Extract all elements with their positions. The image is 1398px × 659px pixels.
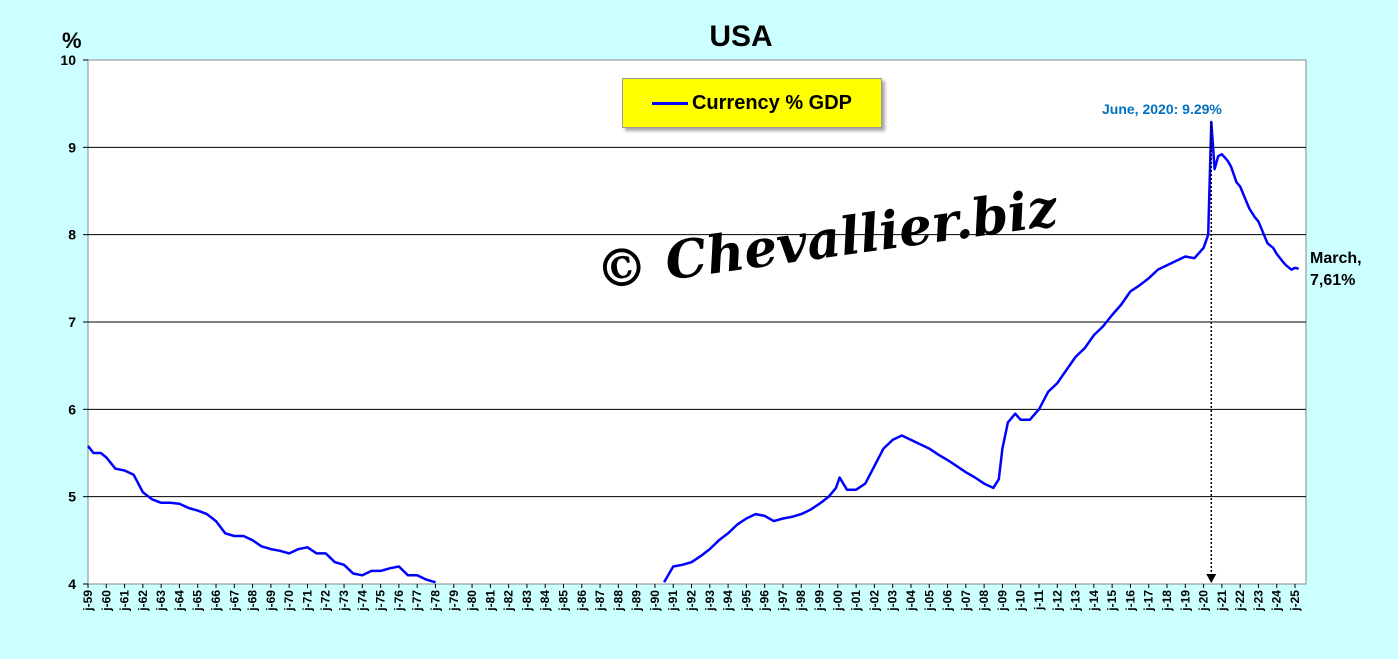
x-tick-label: j-82 xyxy=(502,590,516,612)
x-tick-label: j-00 xyxy=(831,590,845,612)
x-tick-label: j-20 xyxy=(1197,590,1211,612)
x-tick-label: j-65 xyxy=(191,590,205,612)
x-tick-label: j-97 xyxy=(776,590,790,612)
series-line xyxy=(87,445,436,584)
x-tick-label: j-76 xyxy=(392,590,406,612)
x-tick-label: j-88 xyxy=(611,590,625,612)
series-line xyxy=(663,120,1299,583)
x-tick-label: j-23 xyxy=(1251,590,1265,612)
x-tick-label: j-70 xyxy=(282,590,296,612)
series-layer xyxy=(87,120,1299,584)
x-tick-label: j-86 xyxy=(575,590,589,612)
x-tick-label: j-24 xyxy=(1270,590,1284,612)
x-tick-label: j-75 xyxy=(374,590,388,612)
x-tick-label: j-01 xyxy=(849,590,863,612)
x-tick-label: j-15 xyxy=(1105,590,1119,612)
last-value-line2: 7,61% xyxy=(1310,272,1356,289)
x-tick-label: j-67 xyxy=(227,590,241,612)
x-tick-label: j-09 xyxy=(995,590,1009,612)
x-tick-label: j-11 xyxy=(1032,590,1046,611)
y-tick-label: 6 xyxy=(68,401,76,417)
x-tick-label: j-05 xyxy=(922,590,936,612)
x-tick-label: j-69 xyxy=(264,590,278,612)
y-tick-label: 5 xyxy=(68,489,76,505)
x-tick-label: j-61 xyxy=(118,590,132,612)
x-tick-label: j-84 xyxy=(538,590,552,612)
x-tick-label: j-13 xyxy=(1069,590,1083,612)
x-tick-label: j-63 xyxy=(154,590,168,612)
x-tick-label: j-14 xyxy=(1087,590,1101,612)
x-tick-label: j-12 xyxy=(1050,590,1064,612)
x-tick-label: j-90 xyxy=(648,590,662,612)
y-tick-label: 4 xyxy=(68,576,76,592)
x-tick-label: j-68 xyxy=(246,590,260,612)
x-tick-label: j-25 xyxy=(1288,590,1302,612)
x-tick-label: j-64 xyxy=(172,590,186,612)
x-tick-label: j-92 xyxy=(685,590,699,612)
x-tick-label: j-96 xyxy=(758,590,772,612)
x-tick-label: j-78 xyxy=(428,590,442,612)
x-tick-label: j-79 xyxy=(447,590,461,612)
x-tick-label: j-08 xyxy=(977,590,991,612)
last-value-line1: March, xyxy=(1310,250,1362,267)
x-tick-label: j-04 xyxy=(904,590,918,612)
y-tick-label: 8 xyxy=(68,227,76,243)
legend-swatch xyxy=(651,101,688,105)
x-tick-label: j-18 xyxy=(1160,590,1174,612)
x-tick-label: j-16 xyxy=(1123,590,1137,612)
x-tick-label: j-03 xyxy=(886,590,900,612)
x-tick-label: j-66 xyxy=(209,590,223,612)
x-tick-label: j-77 xyxy=(410,590,424,612)
peak-marker xyxy=(1206,122,1217,583)
chart-title: USA xyxy=(709,20,772,53)
gridlines xyxy=(88,146,1306,498)
x-tick-label: j-71 xyxy=(300,590,314,612)
x-tick-label: j-99 xyxy=(813,590,827,612)
peak-arrow xyxy=(1206,574,1217,583)
x-tick-label: j-85 xyxy=(556,590,570,612)
x-tick-label: j-93 xyxy=(703,590,717,612)
x-axis-ticks: j-59 j-60 j-61 j-62 j-63 j-64 j-65 j-66 j-67 j-68… xyxy=(81,584,1302,612)
y-tick-label: 10 xyxy=(60,52,76,68)
x-tick-label: j-19 xyxy=(1178,590,1192,612)
x-tick-label: j-91 xyxy=(666,590,680,612)
legend: Currency % GDP xyxy=(622,78,882,128)
x-tick-label: j-87 xyxy=(593,590,607,612)
x-tick-label: j-06 xyxy=(941,590,955,612)
x-tick-label: j-74 xyxy=(355,590,369,612)
x-tick-label: j-10 xyxy=(1014,590,1028,612)
x-tick-label: j-62 xyxy=(136,590,150,612)
x-tick-label: j-95 xyxy=(739,590,753,612)
legend-entry: Currency % GDP xyxy=(691,91,853,114)
last-value-annotation: March, 7,61% xyxy=(1310,248,1362,292)
x-tick-label: j-80 xyxy=(465,590,479,612)
y-axis-ticks: 4 5 6 7 8 9 10 xyxy=(60,52,88,592)
x-tick-label: j-22 xyxy=(1233,590,1247,612)
x-tick-label: j-98 xyxy=(794,590,808,612)
x-tick-label: j-02 xyxy=(867,590,881,612)
x-tick-label: j-83 xyxy=(520,590,534,612)
x-tick-label: j-89 xyxy=(630,590,644,612)
x-tick-label: j-59 xyxy=(81,590,95,612)
x-tick-label: j-81 xyxy=(483,590,497,612)
y-tick-label: 9 xyxy=(68,139,76,155)
x-tick-label: j-94 xyxy=(721,590,735,612)
y-tick-label: 7 xyxy=(68,314,76,330)
x-tick-label: j-60 xyxy=(99,590,113,612)
x-tick-label: j-21 xyxy=(1215,590,1229,612)
x-tick-label: j-72 xyxy=(319,590,333,612)
x-tick-label: j-17 xyxy=(1142,590,1156,612)
x-tick-label: j-73 xyxy=(337,590,351,612)
x-tick-label: j-07 xyxy=(959,590,973,612)
peak-annotation: June, 2020: 9.29% xyxy=(1102,101,1222,117)
y-axis-unit: % xyxy=(62,28,82,53)
